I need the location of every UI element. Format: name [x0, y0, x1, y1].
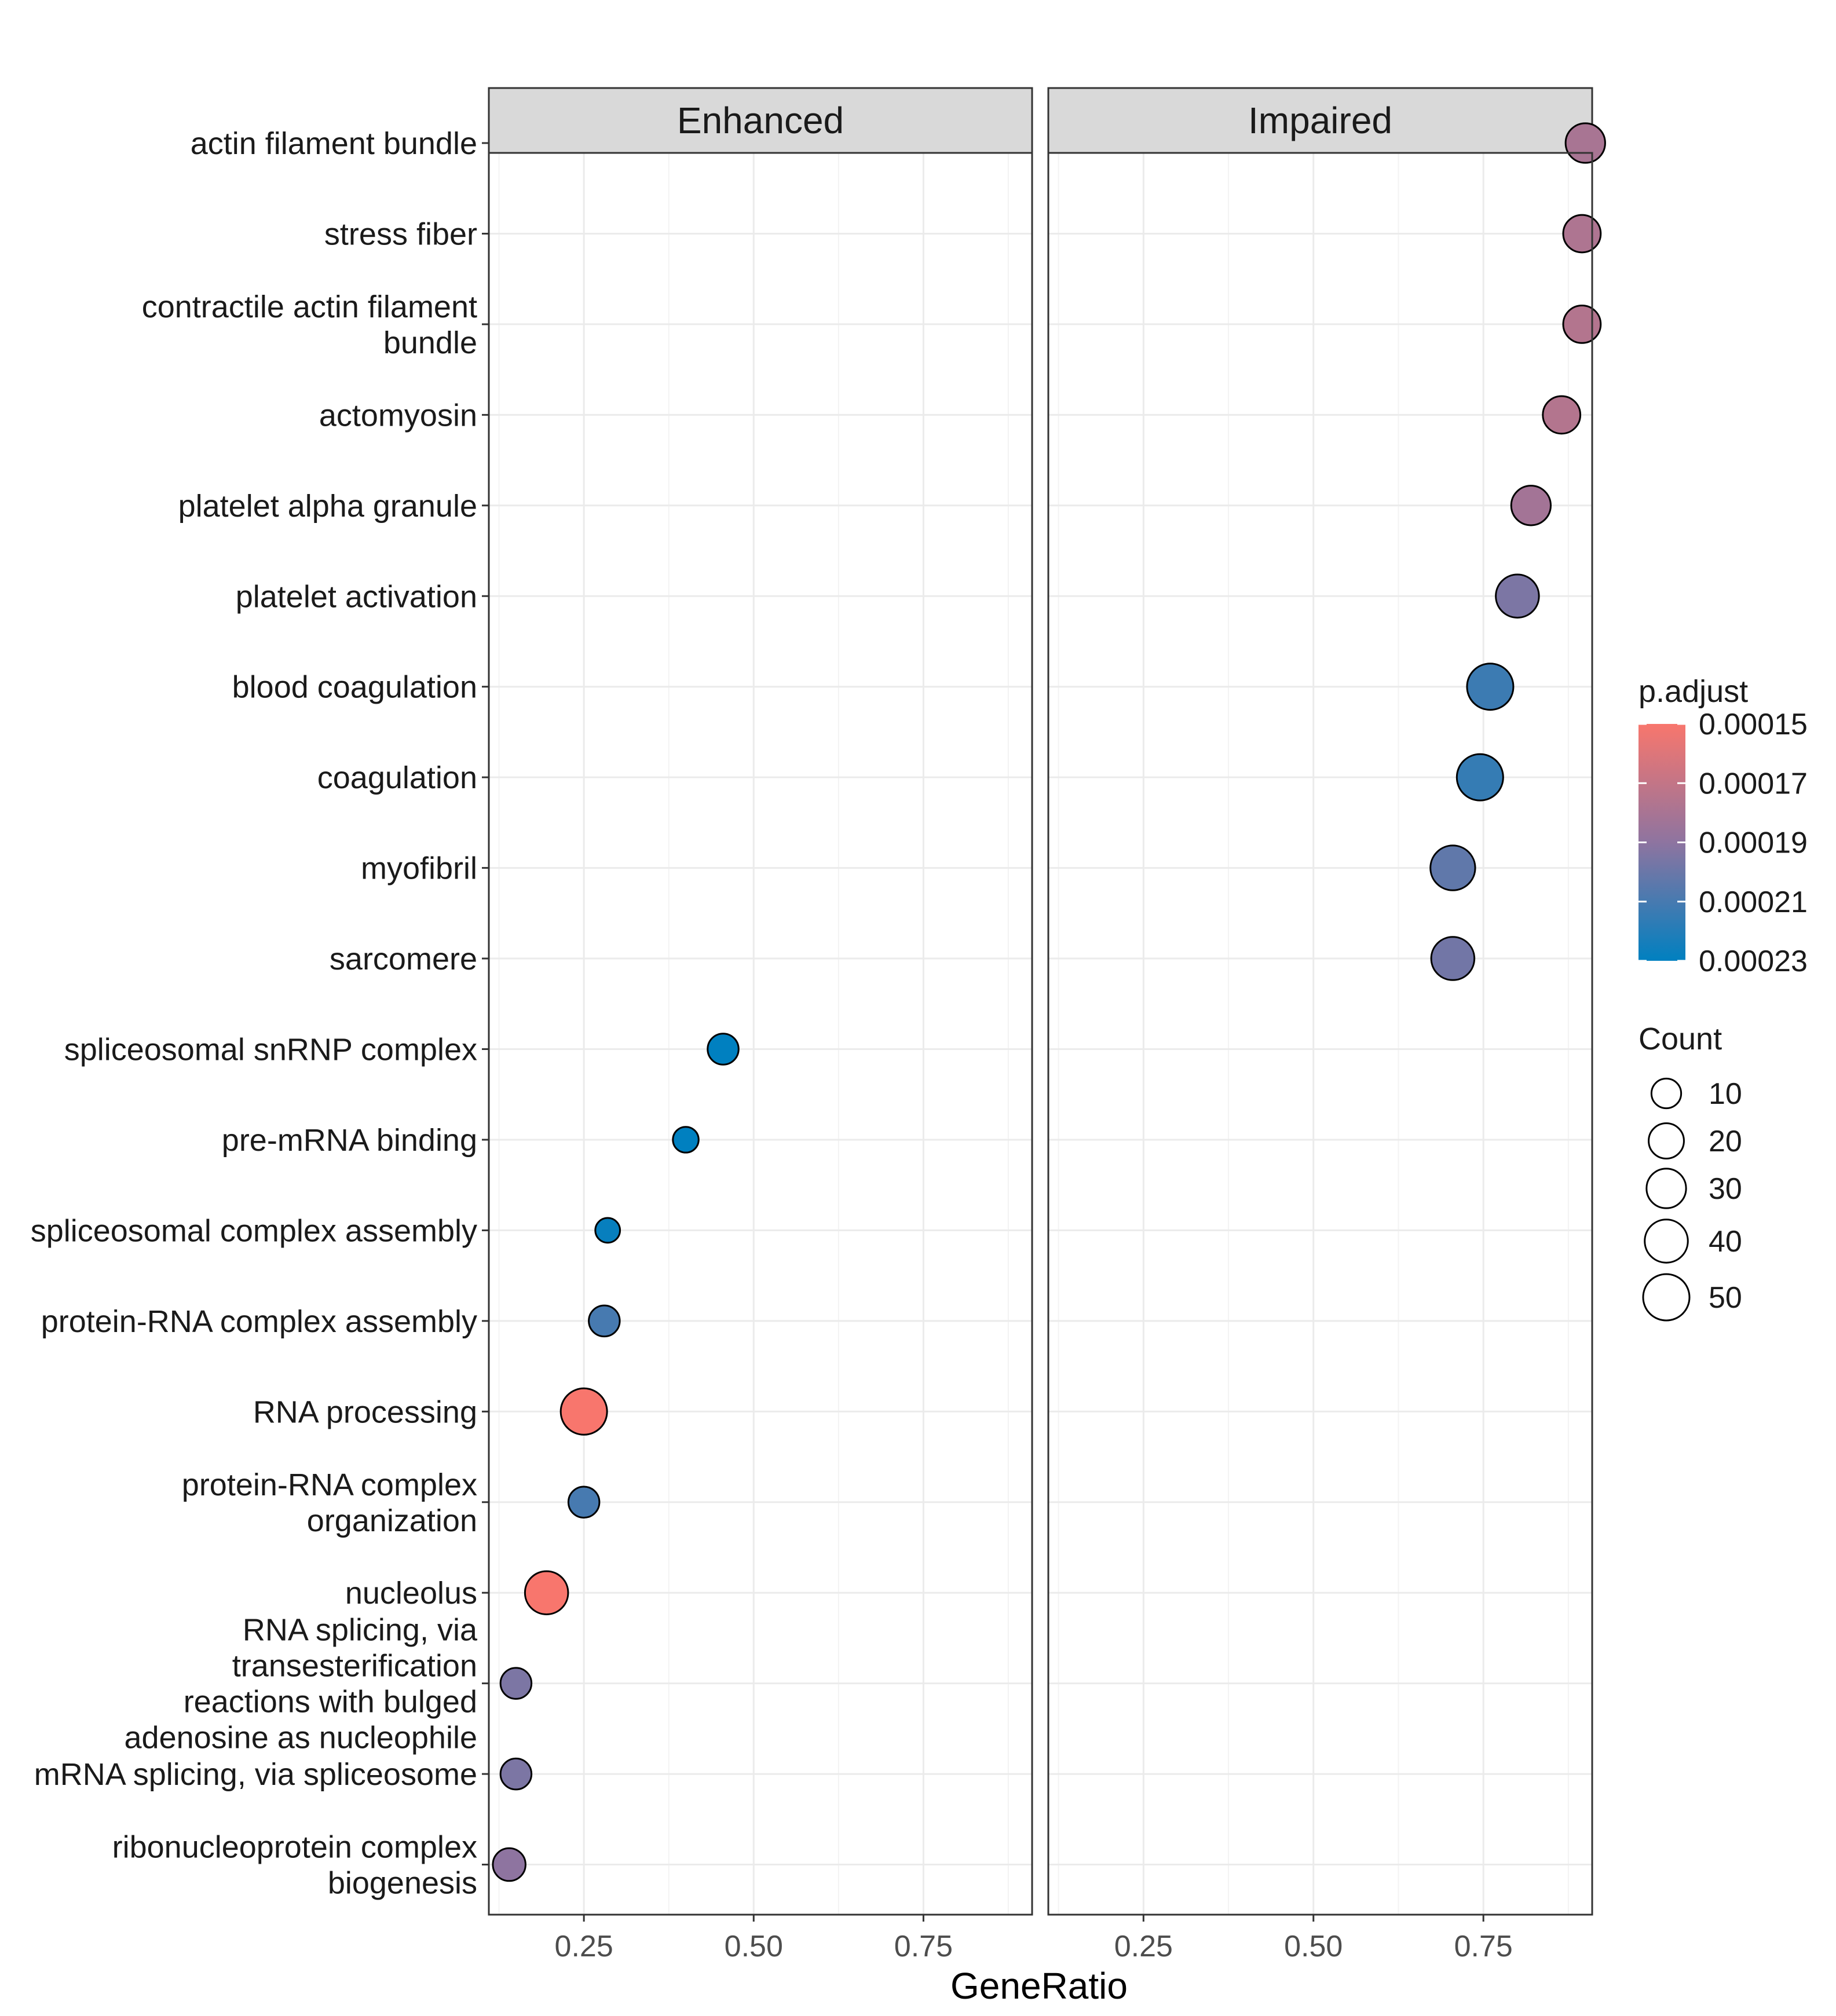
color-legend-label: 0.00023 [1699, 945, 1808, 978]
category-label: RNA processing [253, 1395, 477, 1429]
size-legend-key [1648, 1122, 1685, 1159]
x-axis: GeneRatio [950, 1965, 1128, 2007]
facet-strip-label: Enhanced [677, 100, 844, 141]
category-label: ribonucleoprotein complex biogenesis [112, 1830, 477, 1901]
panel-border [1047, 152, 1593, 1916]
size-legend: Count 10 20 30 40 50 [1638, 1022, 1742, 1322]
size-legend-label: 10 [1709, 1077, 1742, 1111]
x-tick-label: 0.25 [1114, 1930, 1173, 1963]
data-point [1564, 122, 1606, 164]
category-label: actin filament bundle [191, 126, 477, 161]
color-legend-label: 0.00019 [1699, 826, 1808, 860]
facet-panel-impaired: Impaired 0.25 0.50 0.75 [1047, 87, 1606, 1963]
data-point [1542, 395, 1582, 435]
color-legend-label: 0.00015 [1699, 708, 1808, 741]
category-label: RNA splicing, via transesterification reac… [125, 1613, 478, 1755]
size-legend-key [1644, 1219, 1689, 1264]
category-label: protein-RNA complex assembly [41, 1304, 477, 1339]
data-point [1495, 573, 1540, 619]
category-label: myofibril [361, 851, 477, 886]
x-tick-label: 0.75 [1454, 1930, 1513, 1963]
data-point [1455, 753, 1504, 802]
x-tick-label: 0.50 [1284, 1930, 1343, 1963]
facet-strip [1047, 87, 1593, 154]
size-legend-key [1650, 1077, 1683, 1110]
size-legend-label: 20 [1709, 1125, 1742, 1158]
size-legend-label: 50 [1709, 1281, 1742, 1315]
category-label: spliceosomal complex assembly [31, 1213, 477, 1248]
x-tick-label: 0.50 [725, 1930, 783, 1963]
category-label: coagulation [317, 760, 477, 795]
facet-strip-label: Impaired [1248, 100, 1392, 141]
color-legend: p.adjust 0.00015 0.00017 0.00019 0.00021 0.0… [1638, 674, 1808, 978]
category-label: actomyosin [319, 398, 477, 433]
data-point [1430, 936, 1476, 981]
category-label: mRNA splicing, via spliceosome [34, 1757, 477, 1792]
data-point [594, 1217, 621, 1244]
data-point [559, 1387, 608, 1436]
facet-panel-enhanced: Enhanced 0.25 0.50 0.75 [488, 87, 1033, 1963]
data-point [499, 1757, 533, 1791]
category-label: stress fiber [324, 217, 477, 251]
data-point [707, 1033, 740, 1066]
x-axis-title: GeneRatio [950, 1965, 1128, 2007]
data-point [567, 1486, 601, 1519]
color-legend-label: 0.00017 [1699, 767, 1808, 800]
x-tick-label: 0.75 [894, 1930, 953, 1963]
data-point [1510, 485, 1552, 526]
data-point [1429, 844, 1476, 891]
panel-background [1048, 153, 1592, 1915]
facet-strip [488, 87, 1033, 154]
size-legend-key [1645, 1168, 1687, 1209]
data-point [672, 1126, 700, 1154]
data-point [1466, 663, 1515, 711]
data-point [1562, 214, 1602, 254]
data-point [1562, 305, 1602, 344]
y-axis-category-labels: actin filament bundle stress fiber contrac… [31, 126, 489, 1901]
color-legend-label: 0.00021 [1699, 886, 1808, 919]
facet-panels: Enhanced 0.25 0.50 0.75 Impaired 0.25 0.50 0.75 [488, 87, 1606, 1963]
data-point [499, 1667, 533, 1700]
size-legend-key [1642, 1273, 1691, 1322]
category-label: platelet alpha granule [178, 489, 477, 524]
category-label: platelet activation [236, 579, 477, 614]
data-point [588, 1304, 621, 1338]
category-label: nucleolus [345, 1576, 477, 1611]
category-label: pre-mRNA binding [222, 1123, 477, 1158]
size-legend-label: 30 [1709, 1172, 1742, 1206]
category-label: protein-RNA complex organization [182, 1468, 477, 1538]
color-legend-title: p.adjust [1638, 674, 1748, 709]
panel-background [489, 153, 1032, 1915]
data-point [524, 1570, 569, 1615]
category-label: blood coagulation [232, 670, 477, 705]
data-point [492, 1847, 526, 1882]
x-tick-label: 0.25 [555, 1930, 613, 1963]
size-legend-title: Count [1638, 1022, 1722, 1056]
category-label: spliceosomal snRNP complex [64, 1033, 477, 1067]
category-label: sarcomere [330, 942, 477, 976]
size-legend-label: 40 [1709, 1225, 1742, 1258]
category-label: contractile actin filament bundle [142, 290, 477, 360]
panel-border [488, 152, 1033, 1916]
